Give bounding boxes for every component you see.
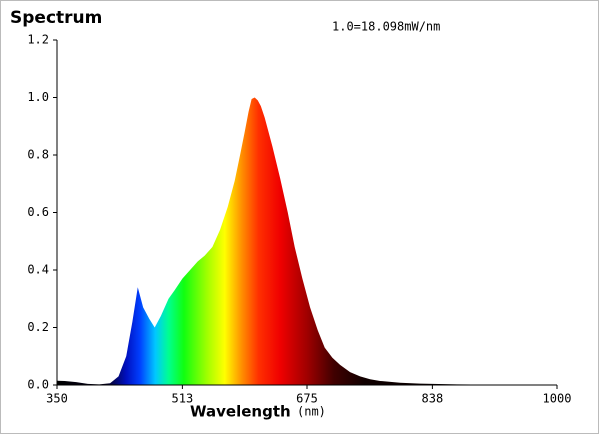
x-axis-unit: (nm) <box>297 405 326 419</box>
y-tick-label: 0.0 <box>27 378 49 392</box>
x-tick-label: 350 <box>46 392 68 406</box>
x-tick-label: 838 <box>422 392 444 406</box>
spectrum-area <box>57 97 557 385</box>
chart-title: Spectrum <box>10 8 102 28</box>
y-tick-label: 0.2 <box>27 320 49 334</box>
x-tick-label: 675 <box>296 392 318 406</box>
y-tick-label: 1.2 <box>27 33 49 47</box>
x-axis-label: Wavelength <box>190 403 291 421</box>
y-tick-label: 0.4 <box>27 263 49 277</box>
y-tick-label: 0.6 <box>27 205 49 219</box>
x-tick-label: 513 <box>172 392 194 406</box>
y-tick-label: 1.0 <box>27 90 49 104</box>
y-tick-label: 0.8 <box>27 148 49 162</box>
x-tick-label: 1000 <box>543 392 572 406</box>
annotation: 1.0=18.098mW/nm <box>332 20 440 34</box>
